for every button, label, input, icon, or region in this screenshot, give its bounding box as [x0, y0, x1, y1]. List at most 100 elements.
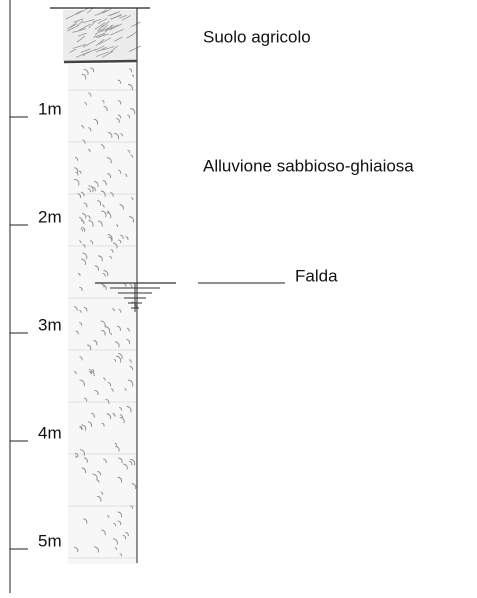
pebble — [74, 452, 79, 458]
pebble — [90, 412, 95, 418]
pebble — [110, 249, 114, 254]
pebble — [79, 322, 83, 326]
hatch — [67, 21, 78, 30]
pebble — [79, 426, 83, 430]
pebble — [101, 283, 105, 288]
pebble — [127, 379, 134, 387]
hatch — [104, 25, 113, 33]
hatch — [95, 38, 105, 47]
pebble — [124, 173, 128, 178]
hatch — [106, 24, 119, 31]
hatch — [109, 15, 122, 20]
pebble — [125, 532, 129, 537]
hatch — [78, 23, 91, 31]
pebble — [79, 240, 82, 244]
pebble — [118, 457, 123, 464]
pebble — [81, 467, 86, 474]
pebble — [102, 273, 106, 277]
pebble — [82, 252, 88, 260]
pebble — [110, 192, 114, 197]
pebble — [124, 283, 127, 287]
pebble — [129, 68, 133, 73]
pebble — [101, 100, 105, 104]
pebble — [87, 421, 93, 427]
pebble — [78, 170, 82, 174]
depth-ticks: 1m 2m 3m 4m 5m — [10, 99, 62, 550]
pebble — [88, 369, 93, 374]
pebble — [79, 379, 85, 387]
pebble — [115, 224, 119, 228]
pebble — [79, 426, 83, 431]
pebble — [74, 546, 79, 553]
pebble — [82, 244, 86, 248]
pebble — [114, 341, 120, 348]
pebble — [90, 67, 94, 73]
pebble — [107, 382, 112, 387]
pebble — [112, 538, 118, 545]
pebble — [110, 388, 114, 392]
pebble — [112, 242, 118, 249]
layer-label: Alluvione sabbioso-ghiaiosa — [203, 156, 414, 175]
pebble — [87, 188, 91, 193]
pebble — [113, 359, 117, 362]
hatch — [76, 20, 84, 27]
hatch — [128, 45, 142, 52]
hatch — [77, 32, 87, 37]
pebble — [100, 144, 105, 150]
layer-boundary — [63, 59, 138, 64]
pebble — [83, 307, 88, 312]
pebble — [88, 220, 94, 227]
depth-label: 3m — [38, 315, 62, 334]
pebble — [102, 377, 106, 381]
pebble — [93, 340, 98, 346]
pebble — [96, 495, 102, 502]
pebble — [93, 118, 99, 125]
pebble — [83, 69, 89, 76]
pebble — [116, 118, 120, 123]
pebble — [131, 483, 137, 490]
pebble — [129, 458, 136, 466]
column-texture — [63, 7, 142, 564]
pebble — [117, 114, 121, 119]
pebble — [87, 344, 92, 350]
pebble — [119, 553, 123, 557]
pebble — [74, 167, 79, 173]
pebble — [79, 356, 83, 361]
pebble — [119, 417, 125, 424]
pebble — [128, 460, 133, 466]
pebble — [83, 457, 88, 463]
pebble — [107, 132, 113, 138]
pebble — [101, 210, 107, 218]
pebble — [129, 366, 133, 371]
hatch — [101, 50, 114, 58]
pebble — [97, 255, 103, 262]
hatch — [119, 14, 127, 19]
pebble — [108, 236, 113, 243]
pebble — [106, 210, 110, 214]
pebble — [114, 442, 117, 446]
hatch — [92, 18, 102, 23]
water-table-symbol — [95, 282, 176, 312]
hatch — [72, 44, 87, 49]
hatch — [97, 18, 108, 24]
pebble — [117, 79, 121, 84]
pebble — [84, 397, 88, 402]
pebble — [100, 320, 106, 328]
hatch — [69, 48, 77, 53]
pebble — [88, 185, 94, 193]
pebble — [79, 449, 85, 456]
pebble — [115, 445, 120, 452]
pebble — [117, 520, 122, 526]
hatch — [121, 15, 132, 21]
pebble — [97, 220, 103, 227]
pebble — [129, 216, 134, 223]
hatch — [67, 25, 79, 32]
pebble — [114, 133, 119, 140]
pebble — [117, 100, 122, 105]
hatch — [93, 32, 105, 38]
pebble — [106, 413, 112, 420]
hatch — [97, 24, 104, 32]
hatch — [82, 40, 96, 48]
pebble — [113, 522, 116, 527]
pebble — [88, 127, 92, 132]
